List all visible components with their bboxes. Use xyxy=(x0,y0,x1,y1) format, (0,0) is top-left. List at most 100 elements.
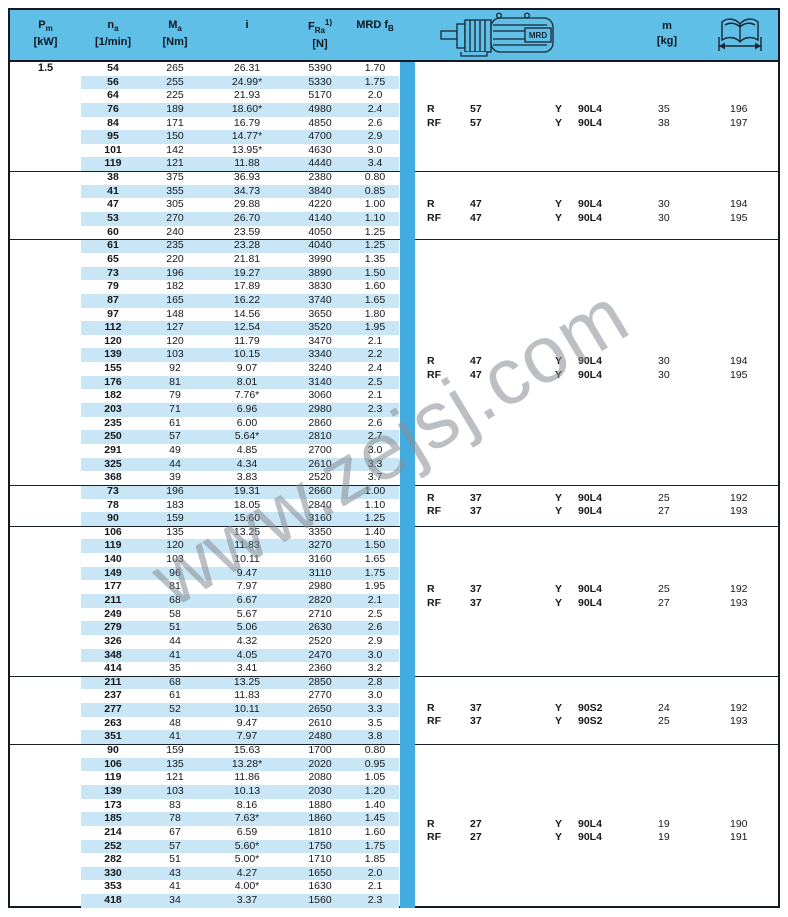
drive-option-row: R 37 Y 90L4 25 192 xyxy=(427,492,778,506)
winding-cell: Y xyxy=(555,505,563,518)
winding-cell: Y xyxy=(555,831,563,844)
i-cell: 26.31 xyxy=(233,62,261,74)
motor-size-cell: 90L4 xyxy=(578,583,602,596)
fb-cell: 2.1 xyxy=(367,389,383,402)
mass-cell: 19 xyxy=(658,817,670,830)
table-row: 348 41 4.05 2470 3.0 xyxy=(10,648,778,663)
table-row: 149 96 9.47 3110 1.75 xyxy=(10,566,778,581)
drive-annotation: R 37 Y 90S2 24 192 RF 37 Y 90S2 25 193 xyxy=(427,702,778,729)
table-row: 277 52 10.11 2650 3.3 xyxy=(10,703,778,717)
ma-cell: 103 xyxy=(166,348,184,361)
drive-annotation: R 37 Y 90L4 25 192 RF 37 Y 90L4 27 193 xyxy=(427,492,778,519)
drive-option-row: RF 37 Y 90L4 27 193 xyxy=(427,505,778,519)
row-stripe: 414 35 3.41 2360 3.2 xyxy=(81,662,399,676)
ma-cell: 39 xyxy=(169,471,181,484)
fra-cell: 4980 xyxy=(308,102,332,115)
drive-option-row: RF 27 Y 90L4 19 191 xyxy=(427,831,778,845)
row-stripe: 56 255 24.99* 5330 1.75 xyxy=(81,75,399,90)
fra-cell: 3350 xyxy=(308,525,332,538)
table-row: 41 355 34.73 3840 0.85 xyxy=(10,184,778,199)
i-cell: 11.79 xyxy=(234,334,260,347)
motor-size-cell: 90S2 xyxy=(578,715,603,728)
row-stripe: 90 159 15.60 3160 1.25 xyxy=(81,512,399,526)
motor-size-cell: 90L4 xyxy=(578,198,602,211)
motor-size-cell: 90L4 xyxy=(578,505,602,518)
row-stripe: 279 51 5.06 2630 2.6 xyxy=(81,621,399,635)
row-stripe: 87 165 16.22 3740 1.65 xyxy=(81,293,399,308)
ma-cell: 220 xyxy=(166,252,184,265)
table-row: 38 375 36.93 2380 0.80 xyxy=(10,171,778,185)
speed-group: 38 375 36.93 2380 0.80 41 355 34.73 3840 0.85 47 30… xyxy=(10,171,778,239)
na-cell: 106 xyxy=(104,525,122,538)
fb-cell: 3.0 xyxy=(367,689,383,702)
table-row: 214 67 6.59 1810 1.60 xyxy=(10,826,778,840)
mount-cell: R xyxy=(427,491,435,504)
table-row: 203 71 6.96 2980 2.3 xyxy=(10,403,778,417)
ma-cell: 127 xyxy=(166,321,184,334)
table-row: 282 51 5.00* 1710 1.85 xyxy=(10,853,778,867)
row-stripe: 119 120 11.83 3270 1.50 xyxy=(81,539,399,554)
i-cell: 6.96 xyxy=(236,403,258,416)
table-row: 119 121 11.88 4440 3.4 xyxy=(10,157,778,172)
fb-cell: 1.80 xyxy=(364,307,386,320)
fra-cell: 1750 xyxy=(308,839,332,852)
i-cell: 5.06 xyxy=(236,621,258,634)
fb-cell: 3.0 xyxy=(367,143,383,156)
speed-group: 211 68 13.25 2850 2.8 237 61 11.83 2770 3.0 277 52 1… xyxy=(10,675,778,745)
fb-cell: 3.0 xyxy=(367,443,383,456)
na-cell: 119 xyxy=(104,539,122,552)
row-stripe: 351 41 7.97 2480 3.8 xyxy=(81,730,399,745)
na-cell: 203 xyxy=(104,403,122,416)
ma-cell: 165 xyxy=(166,293,184,306)
fb-cell: 1.65 xyxy=(364,553,386,566)
fra-cell: 5170 xyxy=(308,89,332,102)
i-cell: 36.93 xyxy=(233,171,261,184)
fra-cell: 2770 xyxy=(308,689,332,702)
fb-cell: 0.95 xyxy=(364,757,386,770)
i-cell: 6.67 xyxy=(236,593,258,606)
ma-cell: 121 xyxy=(166,157,184,170)
fb-cell: 2.6 xyxy=(367,621,383,634)
row-stripe: 73 196 19.27 3890 1.50 xyxy=(81,266,399,281)
i-cell: 16.79 xyxy=(233,116,261,129)
fb-cell: 1.00 xyxy=(364,484,386,497)
speed-group: 90 159 15.63 1700 0.80 106 135 13.28* 2020 0.95 11… xyxy=(10,744,778,908)
ma-cell: 79 xyxy=(169,389,181,402)
na-cell: 47 xyxy=(107,198,119,211)
fb-cell: 1.25 xyxy=(364,512,386,525)
na-cell: 214 xyxy=(104,825,122,838)
table-row: 235 61 6.00 2860 2.6 xyxy=(10,417,778,431)
na-cell: 282 xyxy=(104,853,122,866)
row-stripe: 177 81 7.97 2980 1.95 xyxy=(81,580,399,594)
row-stripe: 325 44 4.34 2610 3.3 xyxy=(81,457,399,472)
fra-cell: 3470 xyxy=(308,334,332,347)
mass-cell: 30 xyxy=(658,198,670,211)
drive-option-row: RF 47 Y 90L4 30 195 xyxy=(427,212,778,226)
table-row: 61 235 23.28 4040 1.25 xyxy=(10,239,778,253)
mount-cell: R xyxy=(427,817,435,830)
ma-cell: 49 xyxy=(169,443,181,456)
na-cell: 84 xyxy=(107,116,119,129)
na-cell: 90 xyxy=(107,512,119,525)
table-row: 120 120 11.79 3470 2.1 xyxy=(10,335,778,349)
fra-cell: 4630 xyxy=(308,143,332,156)
winding-cell: Y xyxy=(555,198,563,211)
fb-cell: 3.3 xyxy=(367,457,383,470)
header-col-i: i xyxy=(245,19,249,31)
group-separator xyxy=(10,171,778,173)
ma-cell: 81 xyxy=(169,375,181,388)
table-row: 182 79 7.76* 3060 2.1 xyxy=(10,389,778,403)
fra-cell: 2980 xyxy=(308,403,332,416)
na-cell: 249 xyxy=(104,607,122,620)
i-cell: 10.11 xyxy=(234,703,260,716)
ma-cell: 81 xyxy=(169,580,181,593)
drive-option-row: R 57 Y 90L4 35 196 xyxy=(427,103,778,117)
i-cell: 16.22 xyxy=(233,293,261,306)
ratio-cell: 47 xyxy=(470,368,482,381)
ma-cell: 92 xyxy=(169,362,181,375)
na-cell: 76 xyxy=(107,102,119,115)
table-row: 291 49 4.85 2700 3.0 xyxy=(10,444,778,458)
header-col-na: na [1/min] xyxy=(94,19,132,48)
table-row: 87 165 16.22 3740 1.65 xyxy=(10,293,778,308)
